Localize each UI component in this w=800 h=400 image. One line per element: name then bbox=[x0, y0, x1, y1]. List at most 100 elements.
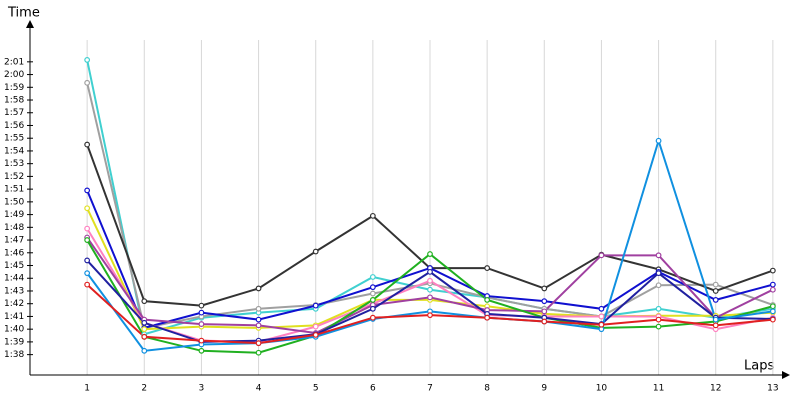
y-tick-label: 1:46 bbox=[4, 248, 24, 258]
y-tick-label: 1:40 bbox=[4, 325, 24, 335]
data-point bbox=[484, 296, 491, 303]
data-point bbox=[141, 347, 148, 354]
data-point bbox=[369, 284, 376, 291]
data-point bbox=[84, 225, 91, 232]
y-tick-label: 2:00 bbox=[4, 70, 24, 80]
data-point bbox=[655, 323, 662, 330]
x-axis-title: Laps bbox=[744, 359, 774, 374]
x-tick-label: 10 bbox=[596, 384, 608, 394]
data-point bbox=[655, 282, 662, 289]
data-point bbox=[312, 248, 319, 255]
data-point bbox=[427, 251, 433, 257]
data-point bbox=[712, 316, 719, 323]
x-tick-label: 13 bbox=[767, 384, 778, 394]
data-point bbox=[484, 314, 491, 321]
x-tick-label: 11 bbox=[653, 384, 664, 394]
data-point bbox=[369, 296, 376, 303]
data-point bbox=[427, 312, 433, 319]
data-point bbox=[427, 294, 433, 301]
data-point bbox=[769, 308, 776, 315]
data-point bbox=[712, 322, 719, 329]
data-point bbox=[141, 333, 148, 340]
data-point bbox=[255, 305, 262, 312]
data-point bbox=[712, 288, 719, 294]
data-point bbox=[84, 257, 91, 264]
data-point bbox=[84, 237, 91, 243]
x-tick-label: 3 bbox=[199, 384, 205, 394]
data-point bbox=[255, 340, 262, 347]
data-point bbox=[198, 321, 205, 327]
data-point bbox=[427, 286, 433, 293]
y-tick-label: 1:45 bbox=[4, 261, 24, 271]
data-point bbox=[141, 326, 148, 333]
y-tick-label: 2:01 bbox=[4, 57, 24, 67]
data-point bbox=[84, 79, 91, 86]
data-point bbox=[312, 323, 319, 330]
y-axis-title: Time bbox=[7, 6, 40, 21]
data-point bbox=[541, 318, 548, 325]
data-point bbox=[369, 212, 376, 219]
data-point bbox=[84, 141, 91, 148]
data-point bbox=[255, 349, 262, 356]
data-point bbox=[141, 298, 148, 305]
data-point bbox=[655, 270, 662, 277]
data-point bbox=[541, 298, 548, 305]
x-tick-label: 8 bbox=[484, 384, 490, 394]
y-tick-label: 1:54 bbox=[4, 146, 24, 156]
data-point bbox=[769, 286, 776, 293]
data-point bbox=[312, 302, 319, 309]
x-axis-arrow bbox=[782, 371, 790, 379]
y-tick-label: 1:56 bbox=[4, 121, 24, 131]
data-point bbox=[541, 285, 548, 292]
y-tick-label: 1:52 bbox=[4, 172, 24, 182]
y-tick-label: 1:38 bbox=[4, 350, 24, 360]
data-point bbox=[655, 316, 662, 323]
y-tick-label: 1:47 bbox=[4, 236, 24, 246]
data-point bbox=[369, 290, 376, 297]
data-point bbox=[427, 277, 433, 284]
y-tick-label: 1:43 bbox=[4, 286, 24, 296]
data-point bbox=[255, 316, 262, 323]
data-point bbox=[427, 268, 433, 275]
data-point bbox=[598, 305, 605, 312]
x-tick-label: 4 bbox=[256, 384, 262, 394]
data-point bbox=[541, 308, 548, 315]
y-tick-label: 1:48 bbox=[4, 223, 24, 233]
data-point bbox=[655, 252, 662, 259]
x-tick-label: 9 bbox=[541, 384, 547, 394]
y-tick-label: 1:50 bbox=[4, 197, 24, 207]
x-tick-label: 7 bbox=[427, 384, 433, 394]
x-tick-label: 12 bbox=[710, 384, 721, 394]
data-point bbox=[84, 57, 91, 63]
data-point bbox=[84, 281, 91, 288]
y-tick-label: 1:44 bbox=[4, 274, 24, 284]
x-tick-label: 6 bbox=[370, 384, 376, 394]
data-point bbox=[598, 321, 605, 328]
x-tick-label: 2 bbox=[141, 384, 147, 394]
data-point bbox=[769, 316, 776, 323]
data-point bbox=[198, 302, 205, 309]
data-point bbox=[712, 296, 719, 303]
y-tick-label: 1:55 bbox=[4, 134, 24, 144]
y-tick-label: 1:49 bbox=[4, 210, 24, 220]
data-point bbox=[655, 137, 662, 144]
data-point bbox=[198, 337, 205, 344]
data-point bbox=[198, 309, 205, 316]
data-point bbox=[84, 187, 91, 194]
data-point bbox=[369, 274, 376, 280]
data-point bbox=[198, 347, 205, 354]
y-tick-label: 1:57 bbox=[4, 108, 24, 118]
data-point bbox=[598, 252, 605, 259]
y-tick-label: 1:59 bbox=[4, 83, 24, 93]
data-point bbox=[84, 270, 91, 277]
data-point bbox=[769, 267, 776, 274]
data-point bbox=[255, 322, 262, 329]
data-point bbox=[769, 281, 776, 288]
x-tick-label: 5 bbox=[313, 384, 319, 394]
y-axis-arrow bbox=[26, 20, 34, 28]
y-tick-label: 1:53 bbox=[4, 159, 24, 169]
y-tick-label: 1:42 bbox=[4, 299, 24, 309]
x-tick-label: 1 bbox=[84, 384, 90, 394]
data-point bbox=[484, 265, 491, 271]
